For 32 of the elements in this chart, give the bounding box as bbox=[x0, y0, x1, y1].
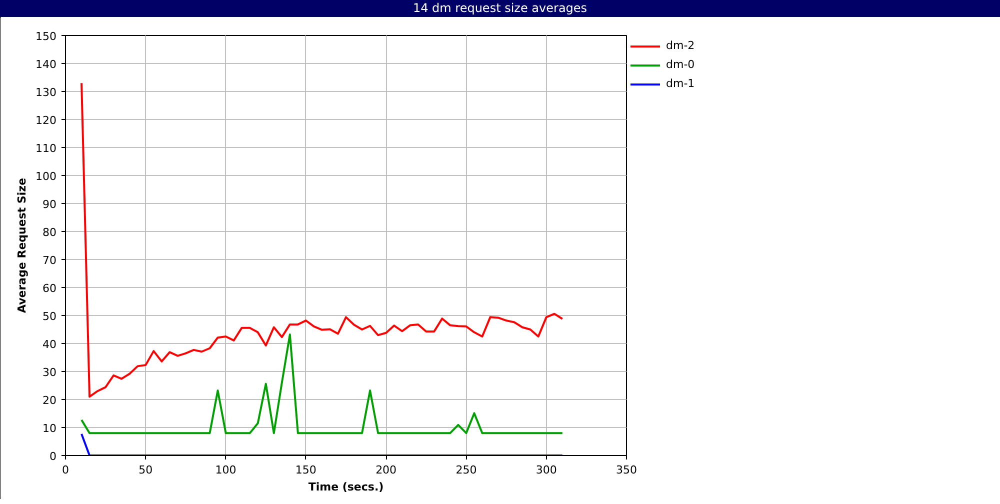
legend-label: dm-0 bbox=[666, 58, 695, 71]
line-series bbox=[80, 334, 564, 434]
y-tick-label: 150 bbox=[36, 30, 57, 43]
legend-label: dm-1 bbox=[666, 77, 695, 90]
x-axis-title: Time (secs.) bbox=[308, 480, 384, 494]
y-tick-label: 40 bbox=[42, 338, 57, 351]
y-tick-label: 70 bbox=[42, 254, 57, 267]
y-tick-label: 80 bbox=[42, 226, 57, 239]
x-tick-label: 0 bbox=[62, 464, 69, 476]
x-tick-label: 50 bbox=[138, 464, 153, 476]
y-tick-label: 100 bbox=[36, 170, 57, 183]
x-tick-label: 150 bbox=[295, 464, 316, 476]
y-tick-label: 0 bbox=[50, 450, 56, 463]
x-tick-label: 300 bbox=[536, 464, 557, 476]
y-tick-label: 110 bbox=[36, 142, 57, 155]
y-tick-label: 20 bbox=[42, 394, 57, 407]
x-tick-label: 100 bbox=[215, 464, 236, 476]
legend-label: dm-2 bbox=[666, 39, 695, 52]
y-tick-label: 90 bbox=[42, 198, 57, 211]
y-tick-label: 120 bbox=[36, 114, 57, 127]
y-tick-label: 50 bbox=[42, 310, 57, 323]
y-tick-label: 140 bbox=[36, 58, 57, 71]
chart-title: 14 dm request size averages bbox=[412, 0, 588, 17]
y-tick-label: 60 bbox=[42, 282, 57, 295]
y-tick-label: 30 bbox=[42, 366, 57, 379]
y-tick-label: 10 bbox=[42, 422, 57, 435]
x-tick-label: 250 bbox=[456, 464, 477, 476]
line-series bbox=[80, 82, 564, 398]
y-tick-label: 130 bbox=[36, 86, 57, 99]
x-tick-label: 350 bbox=[616, 464, 637, 476]
x-tick-label: 200 bbox=[376, 464, 397, 476]
y-axis-title: Average Request Size bbox=[16, 178, 29, 314]
